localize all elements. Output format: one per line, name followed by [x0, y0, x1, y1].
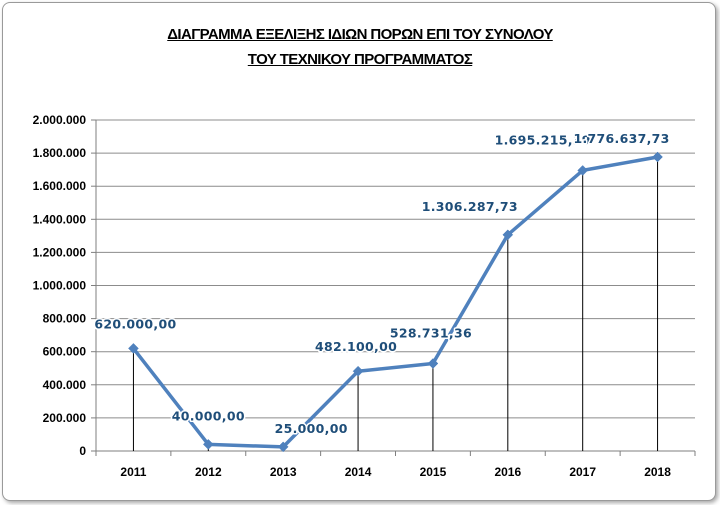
data-point — [502, 229, 514, 241]
x-tick-label: 2013 — [270, 465, 297, 479]
y-tick-label: 1.200.000 — [33, 245, 87, 259]
data-label: 1.776.637,73 — [574, 131, 670, 146]
y-tick-label: 1.800.000 — [33, 146, 87, 160]
x-tick-label: 2012 — [195, 465, 222, 479]
x-tick-label: 2018 — [644, 465, 671, 479]
y-tick-label: 1.600.000 — [33, 179, 87, 193]
series-line — [131, 155, 660, 449]
y-tick-label: 600.000 — [43, 345, 87, 359]
x-tick-label: 2014 — [345, 465, 372, 479]
y-tick-label: 1.000.000 — [33, 279, 87, 293]
data-point — [128, 343, 139, 354]
data-point — [427, 358, 439, 369]
data-label: 620.000,00 — [94, 316, 176, 331]
x-tick-label: 2017 — [569, 465, 596, 479]
chart-title-line-1: ΔΙΑΓΡΑΜΜΑ ΕΞΕΛΙΞΗΣ ΙΔΙΩΝ ΠΟΡΩΝ ΕΠΙ ΤΟΥ Σ… — [167, 26, 553, 43]
x-tick-label: 2011 — [120, 465, 146, 479]
y-tick-label: 800.000 — [43, 312, 87, 326]
data-label: 1.695.215,39 — [495, 132, 591, 147]
data-point — [577, 165, 589, 176]
y-tick-label: 200.000 — [43, 411, 87, 425]
data-point — [202, 439, 214, 450]
data-label: 1.306.287,73 — [422, 199, 518, 214]
data-label: 482.100,00 — [315, 339, 397, 354]
x-tick-label: 2016 — [494, 465, 521, 479]
x-tick-label: 2015 — [420, 465, 447, 479]
data-label: 40.000,00 — [172, 408, 245, 423]
data-point — [277, 441, 289, 453]
chart-title: ΔΙΑΓΡΑΜΜΑ ΕΞΕΛΙΞΗΣ ΙΔΙΩΝ ΠΟΡΩΝ ΕΠΙ ΤΟΥ Σ… — [0, 22, 720, 72]
y-tick-label: 400.000 — [43, 378, 87, 392]
chart-title-line-2: ΤΟΥ ΤΕΧΝΙΚΟΥ ΠΡΟΓΡΑΜΜΑΤΟΣ — [247, 51, 473, 68]
data-point — [352, 365, 364, 377]
data-point — [652, 151, 663, 163]
y-tick-label: 1.400.000 — [33, 212, 87, 226]
y-tick-label: 2.000.000 — [33, 113, 87, 127]
data-label: 25.000,00 — [275, 421, 348, 436]
data-label: 528.731,36 — [390, 325, 472, 340]
y-tick-label: 0 — [79, 444, 86, 458]
